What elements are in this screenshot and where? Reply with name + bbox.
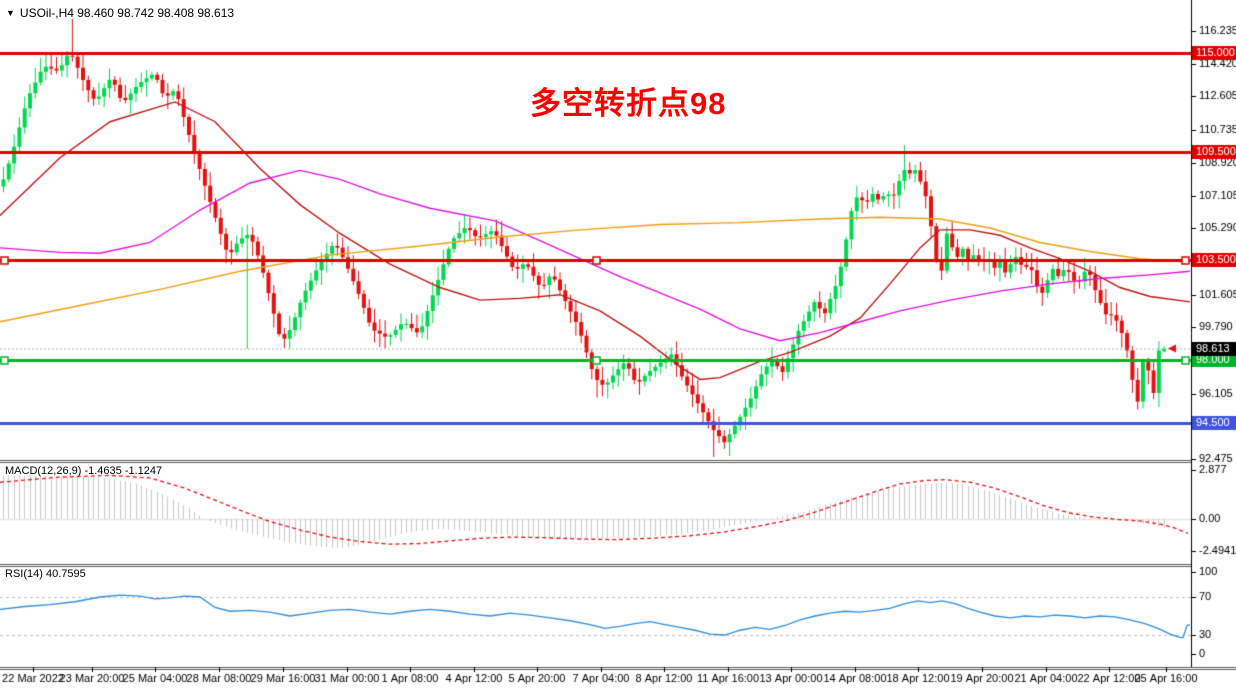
symbol-ohlc-title: USOil-,H4 98.460 98.742 98.408 98.613 [19,6,235,20]
chart-header: ▼ USOil-,H4 98.460 98.742 98.408 98.613 [6,6,234,20]
collapse-chart-icon[interactable]: ▼ [6,8,15,18]
chart-text-annotation[interactable]: 多空转折点98 [530,86,727,121]
rsi-indicator-label: RSI(14) 40.7595 [5,568,86,580]
macd-indicator-label: MACD(12,26,9) -1.4635 -1.1247 [5,465,163,477]
